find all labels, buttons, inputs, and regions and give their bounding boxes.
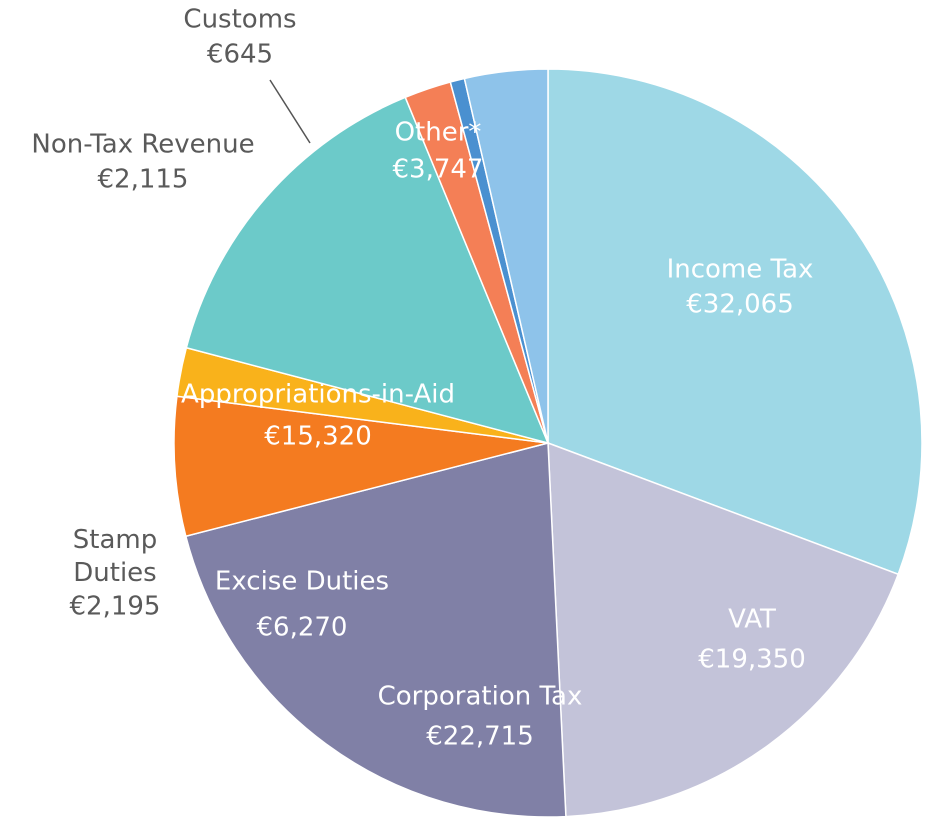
value-label: €645 [207, 40, 273, 70]
slice-label: Customs [183, 5, 296, 35]
pie-slice [547, 68, 923, 576]
value-label: €2,115 [98, 165, 189, 195]
value-label: €19,350 [698, 645, 806, 675]
slice-label: Corporation Tax [378, 682, 583, 712]
value-label: €6,270 [257, 613, 348, 643]
slice-label: Excise Duties [215, 567, 389, 597]
pie-slice [463, 68, 549, 444]
pie-slice [184, 442, 567, 818]
value-label: €32,065 [686, 290, 794, 320]
slice-label: Other* [395, 118, 482, 148]
pie-slice [185, 96, 550, 445]
slice-label: Stamp Duties [73, 525, 157, 588]
value-label: €2,195 [70, 592, 161, 622]
leader-line [269, 79, 311, 144]
pie-slice [547, 441, 900, 818]
slice-label: Income Tax [667, 255, 814, 285]
slice-label: Appropriations-in-Aid [181, 380, 455, 410]
value-label: €15,320 [264, 422, 372, 452]
slice-label: Non-Tax Revenue [31, 130, 254, 160]
value-label: €22,715 [426, 722, 534, 752]
slice-label: VAT [728, 605, 776, 635]
value-label: €3,747 [393, 155, 484, 185]
